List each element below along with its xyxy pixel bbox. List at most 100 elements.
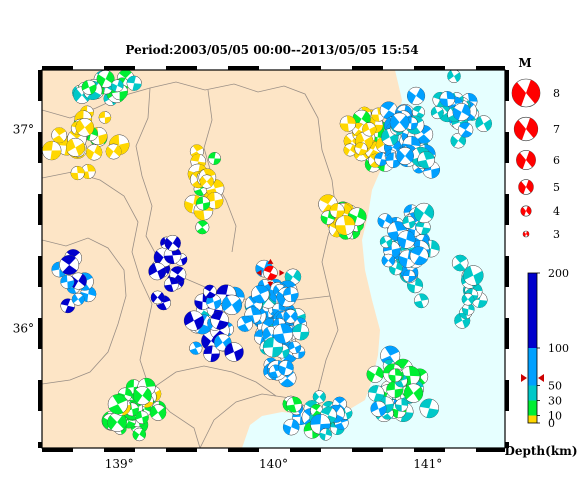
focal-mechanism: [381, 253, 396, 268]
longitude-tick-label: 141°: [413, 457, 442, 471]
focal-mechanism: [386, 381, 404, 399]
focal-mechanism: [59, 255, 80, 275]
magnitude-legend-label: 8: [553, 87, 560, 100]
focal-mechanism: [126, 75, 142, 91]
focal-mechanism: [42, 140, 62, 161]
focal-mechanism: [411, 105, 425, 119]
focal-mechanism: [339, 115, 357, 132]
focal-mechanism: [463, 265, 484, 286]
focal-mechanism: [60, 274, 75, 289]
frame-tick-right: [505, 132, 509, 163]
focal-mechanism: [286, 396, 303, 413]
longitude-labels: 139° 140° 141°: [105, 457, 443, 471]
focal-mechanism: [65, 137, 85, 157]
focal-mechanism: [403, 383, 424, 403]
focal-mechanism: [354, 142, 368, 156]
frame-tick-right: [505, 70, 509, 101]
focal-mechanism: [329, 203, 345, 219]
focal-mechanism: [288, 341, 302, 354]
focal-mechanism: [413, 293, 429, 309]
focal-mechanism: [278, 360, 294, 376]
depth-tick-label: 0: [548, 417, 555, 430]
frame-tick-top: [104, 66, 135, 70]
focal-mechanism: [105, 143, 122, 160]
magnitude-legend-header: M: [518, 56, 531, 70]
frame-tick-top: [42, 66, 73, 70]
focal-mechanism: [461, 292, 475, 306]
depth-band: [528, 415, 537, 423]
focal-mechanism: [407, 86, 426, 105]
frame-tick-top: [352, 66, 383, 70]
focal-mechanism: [199, 174, 214, 189]
focal-mechanism: [402, 215, 416, 229]
depth-tick-label: 10: [548, 410, 562, 423]
magnitude-legend-label: 7: [553, 123, 560, 136]
mainshock-arrow: [267, 281, 274, 287]
focal-mechanism: [419, 398, 440, 419]
focal-mechanism: [343, 143, 357, 157]
longitude-tick-label: 140°: [259, 457, 288, 471]
frame-tick-right: [505, 380, 509, 411]
focal-mechanism: [98, 111, 112, 124]
depth-tick-label: 50: [548, 380, 562, 393]
mainshock-marker: [256, 258, 285, 287]
magnitude-legend-item: 5: [518, 179, 560, 195]
focal-mechanism: [366, 365, 384, 383]
focal-mechanism: [164, 234, 181, 252]
focal-mechanism: [81, 79, 97, 95]
magnitude-legend-label: 4: [553, 205, 560, 218]
focal-mechanism: [417, 151, 435, 169]
magnitude-legend-item: 8: [511, 78, 560, 108]
focal-mechanism: [70, 165, 85, 181]
frame-tick-bottom: [42, 448, 73, 452]
focal-mechanism: [312, 390, 326, 404]
frame-tick-left: [38, 318, 42, 349]
map-title: Period:2003/05/05 00:00--2013/05/05 15:5…: [125, 43, 418, 57]
depth-color-scale: Depth(km) 200 100 50 30 100: [504, 267, 577, 458]
focal-mechanism-layer: [42, 70, 493, 442]
focal-mechanism: [110, 79, 124, 93]
focal-mechanism: [389, 112, 410, 133]
frame-tick-bottom: [476, 448, 505, 452]
focal-mechanism: [409, 246, 429, 266]
frame-tick-top: [228, 66, 259, 70]
focal-mechanism: [379, 235, 393, 249]
focal-mechanism: [439, 91, 456, 107]
frame-tick-left: [38, 442, 42, 448]
focal-mechanism: [107, 412, 127, 432]
frame-tick-left: [38, 132, 42, 163]
frame-tick-bottom: [414, 448, 445, 452]
magnitude-legend-item: 7: [513, 116, 560, 142]
focal-mechanism: [148, 262, 167, 281]
frame-tick-top: [476, 66, 505, 70]
focal-mechanism: [195, 220, 210, 235]
latitude-labels: 37° 36°: [13, 123, 34, 336]
focal-mechanism: [221, 294, 243, 315]
focal-mechanism: [377, 213, 393, 229]
depth-tick-label: 100: [548, 342, 569, 355]
magnitude-legend-item: 6: [516, 150, 560, 170]
focal-mechanism: [208, 151, 222, 165]
focal-mechanism: [203, 284, 217, 299]
focal-mechanism: [224, 342, 244, 362]
focal-mechanism: [183, 310, 205, 331]
magnitude-legend-item: 4: [520, 205, 560, 218]
frame-tick-left: [38, 380, 42, 411]
focal-mechanism: [149, 404, 167, 421]
depth-band: [528, 385, 537, 401]
magnitude-legend: M 8 7 6 5 4 3: [511, 56, 560, 241]
depth-tick-label: 200: [548, 267, 569, 280]
magnitude-legend-label: 3: [553, 228, 560, 241]
focal-mechanism: [457, 122, 474, 138]
focal-mechanism: [292, 323, 310, 341]
focal-mechanism: [163, 277, 179, 292]
focal-mechanism: [75, 118, 95, 137]
focal-mechanism: [319, 428, 332, 441]
focal-mechanism: [71, 292, 85, 306]
focal-mechanism: [236, 315, 254, 332]
focal-mechanism: [394, 398, 409, 412]
focal-mechanism: [272, 323, 294, 344]
focal-mechanism: [415, 219, 431, 235]
focal-mechanism: [430, 106, 444, 120]
focal-mechanism: [367, 385, 385, 402]
